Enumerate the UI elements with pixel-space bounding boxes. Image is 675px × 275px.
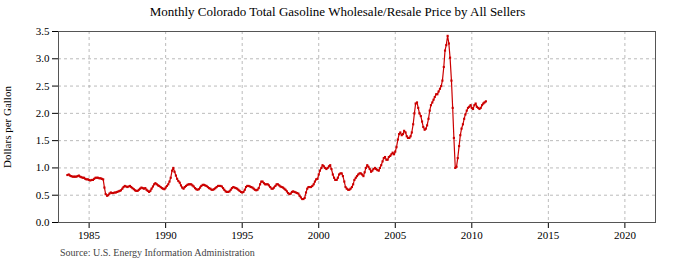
html-text:Source: U.S. Energy Informatio: Source: U.S. Energy Information Administ… <box>60 247 255 258</box>
svg-text:1985: 1985 <box>78 229 101 241</box>
html-text:Monthly Colorado Total Gasolin: Monthly Colorado Total Gasoline Wholesal… <box>149 4 526 19</box>
svg-text:1.5: 1.5 <box>36 134 50 146</box>
svg-text:0.0: 0.0 <box>36 216 50 228</box>
svg-text:1995: 1995 <box>231 229 254 241</box>
svg-text:3.0: 3.0 <box>36 52 50 64</box>
svg-text:3.5: 3.5 <box>36 25 50 37</box>
svg-text:2020: 2020 <box>614 229 637 241</box>
svg-text:Dollars per Gallon: Dollars per Gallon <box>1 86 13 168</box>
svg-text:2000: 2000 <box>308 229 331 241</box>
svg-text:2.0: 2.0 <box>36 107 50 119</box>
svg-text:1.0: 1.0 <box>36 161 50 173</box>
svg-text:0.5: 0.5 <box>36 189 50 201</box>
svg-text:1990: 1990 <box>155 229 178 241</box>
svg-text:2015: 2015 <box>537 229 560 241</box>
svg-text:2010: 2010 <box>461 229 484 241</box>
svg-text:2.5: 2.5 <box>36 80 50 92</box>
svg-text:2005: 2005 <box>384 229 407 241</box>
